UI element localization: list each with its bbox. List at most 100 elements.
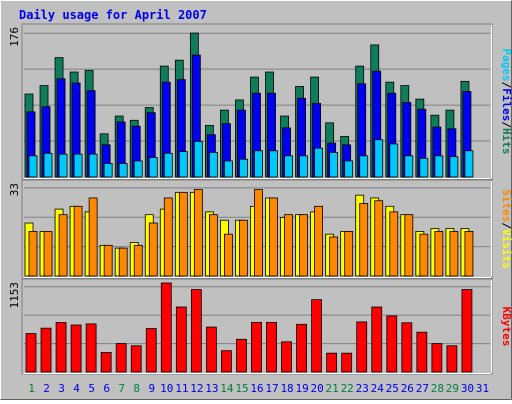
x-tick-label: 7 [118, 382, 125, 395]
pages-bar [344, 160, 354, 178]
kbytes-bar [130, 345, 142, 373]
sites-bar [58, 214, 68, 277]
pages-bar [28, 155, 38, 178]
pages-bar [464, 150, 474, 178]
y-max-label-2: 1153 [8, 282, 21, 309]
chart-title: Daily usage for April 2007 [19, 8, 207, 22]
right-label-part-1-0: Sites [500, 189, 512, 222]
right-label-part-0-3: / [500, 121, 512, 128]
sites-bar [314, 205, 324, 277]
kbytes-bar [371, 306, 383, 373]
x-tick-label: 22 [341, 382, 354, 395]
x-tick-label: 16 [250, 382, 263, 395]
kbytes-bar [446, 345, 458, 373]
pages-bar [449, 156, 459, 178]
pages-bar [404, 155, 414, 178]
pages-bar [73, 153, 83, 178]
x-tick-label: 3 [58, 382, 65, 395]
pages-bar [224, 160, 233, 178]
x-tick-label: 26 [401, 382, 414, 395]
sites-bar [163, 197, 173, 277]
x-tick-label: 2 [43, 382, 50, 395]
pages-bar [118, 163, 128, 178]
x-tick-label: 9 [148, 382, 155, 395]
kbytes-bar [431, 343, 443, 373]
pages-bar [419, 157, 429, 178]
pages-bar [178, 151, 188, 178]
sites-bar [193, 189, 203, 277]
x-tick-label: 19 [295, 382, 308, 395]
sites-bar [148, 222, 158, 277]
kbytes-bar [311, 299, 323, 373]
x-tick-label: 12 [190, 382, 203, 395]
x-tick-label: 18 [280, 382, 293, 395]
sites-bar [299, 214, 308, 277]
sites-bar [464, 230, 474, 277]
sites-bar [133, 244, 143, 277]
x-tick-label: 20 [311, 382, 324, 395]
right-label-part-1-1: / [500, 222, 512, 229]
pages-bar [359, 155, 369, 178]
kbytes-bar [221, 350, 232, 373]
kbytes-bar [190, 289, 202, 373]
pages-bar [208, 152, 218, 178]
kbytes-bar [40, 327, 52, 373]
kbytes-bar [461, 289, 473, 373]
pages-bar [148, 157, 158, 178]
kbytes-bar [341, 352, 353, 373]
sites-bar [269, 197, 278, 277]
kbytes-bar [85, 323, 97, 373]
kbytes-bar [100, 351, 112, 373]
pages-bar [103, 163, 113, 178]
x-tick-label: 29 [446, 382, 459, 395]
x-tick-label: 10 [160, 382, 173, 395]
kbytes-bar [281, 341, 292, 373]
x-tick-label: 31 [476, 382, 489, 395]
right-label-part-0-4: Hits [500, 128, 512, 155]
sites-bar [43, 230, 53, 277]
pages-bar [163, 152, 173, 178]
kbytes-bar [296, 323, 307, 373]
sites-bar [389, 211, 399, 277]
pages-bar [299, 155, 308, 178]
kbytes-bar [326, 352, 338, 373]
sites-bar [118, 247, 128, 277]
x-tick-label: 23 [356, 382, 369, 395]
pages-bar [58, 153, 68, 178]
x-tick-label: 21 [326, 382, 339, 395]
x-tick-label: 5 [88, 382, 95, 395]
x-tick-label: 24 [371, 382, 385, 395]
x-tick-label: 6 [103, 382, 110, 395]
kbytes-bar [205, 326, 217, 373]
sites-bar [73, 205, 83, 277]
kbytes-bar [115, 343, 127, 373]
x-tick-label: 11 [175, 382, 188, 395]
sites-bar [284, 214, 293, 277]
pages-bar [88, 153, 98, 178]
kbytes-bar [251, 321, 262, 373]
pages-bar [43, 152, 53, 178]
right-label-part-0-0: Pages [500, 49, 512, 82]
right-label-1: Sites/Visits [500, 189, 512, 269]
pages-bar [314, 147, 324, 178]
pages-bar [239, 158, 248, 178]
sites-bar [28, 230, 38, 277]
sites-bar [404, 214, 414, 277]
pages-bar [374, 139, 384, 178]
pages-bar [269, 150, 278, 178]
kbytes-bar [266, 321, 277, 373]
kbytes-bar [236, 338, 247, 373]
sites-bar [344, 230, 354, 277]
sites-bar [208, 214, 218, 277]
kbytes-bar [416, 331, 428, 373]
sites-bar [419, 233, 429, 277]
pages-bar [284, 155, 293, 178]
kbytes-bar [145, 328, 157, 373]
pages-bar [329, 152, 339, 178]
x-tick-label: 4 [73, 382, 80, 395]
x-tick-label: 30 [461, 382, 474, 395]
sites-bar [88, 197, 98, 277]
sites-bar [254, 189, 263, 277]
right-label-2: KBytes [500, 307, 512, 347]
